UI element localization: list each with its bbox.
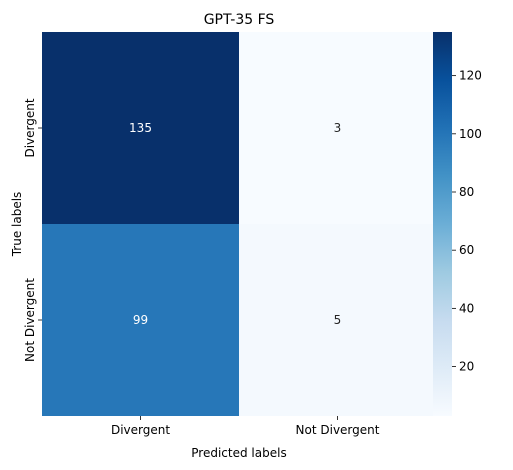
heatmap-cell [239,224,436,416]
colorbar-ticks: 20 40 60 80 100 120 [452,69,482,374]
x-axis: Divergent Not Divergent [111,416,380,437]
colorbar-tick-label: 120 [459,69,482,83]
y-axis-label: True labels [10,192,24,258]
colorbar-tick-label: 40 [459,301,474,315]
y-tick-label: Divergent [23,98,37,157]
y-tick-label: Not Divergent [23,278,37,362]
colorbar-tick-label: 80 [459,185,474,199]
heatmap-cells [42,32,436,416]
y-axis: Divergent Not Divergent [23,98,42,362]
heatmap-cell [42,224,239,416]
heatmap-cell [42,32,239,224]
x-axis-label: Predicted labels [191,446,286,460]
colorbar-tick-label: 100 [459,127,482,141]
colorbar-tick-label: 20 [459,360,474,374]
heatmap-cell [239,32,436,224]
colorbar [433,32,452,416]
colorbar-tick-label: 60 [459,243,474,257]
cell-value-label: 3 [334,121,342,135]
cell-value-label: 99 [133,313,148,327]
x-tick-label: Divergent [111,423,170,437]
heatmap-cell-labels: 135 3 99 5 [129,121,341,327]
cell-value-label: 5 [334,313,342,327]
chart-title: GPT-35 FS [204,12,275,28]
x-tick-label: Not Divergent [296,423,380,437]
cell-value-label: 135 [129,121,152,135]
